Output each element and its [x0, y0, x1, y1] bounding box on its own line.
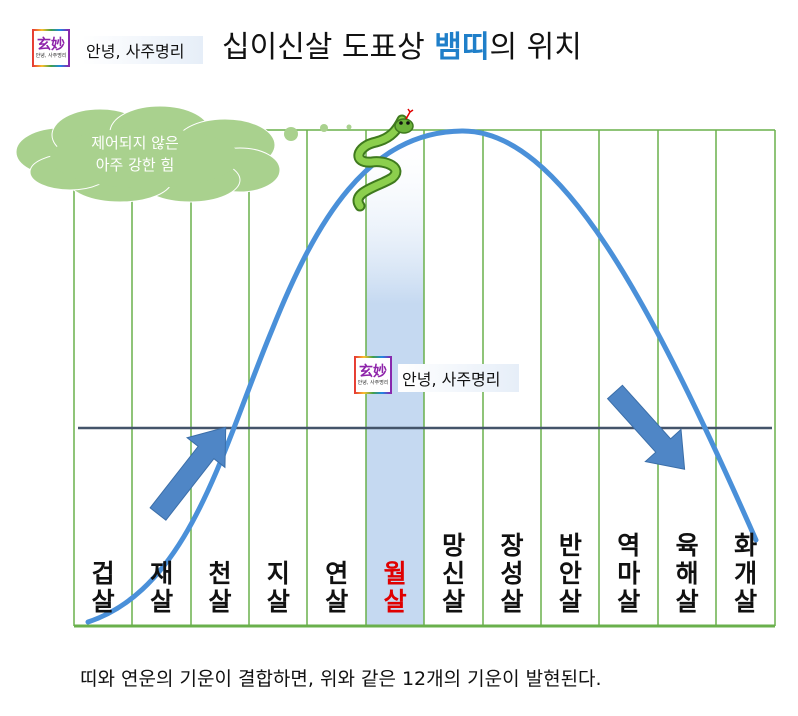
column-label: 재 살	[150, 559, 174, 616]
up-arrow	[149, 426, 227, 521]
brand-logo-sub: 안녕, 사주명리	[35, 53, 67, 59]
watermark-logo-sub: 안녕, 사주명리	[357, 380, 389, 386]
watermark-label: 안녕, 사주명리	[398, 364, 519, 392]
column-label: 지 살	[266, 559, 290, 616]
column-label: 망 신 살	[442, 531, 466, 616]
brand-logo-text: 玄妙	[37, 37, 65, 53]
energy-curve	[85, 128, 759, 625]
page-title: 십이신살 도표상 뱀띠의 위치	[222, 22, 582, 66]
title-prefix: 십이신살 도표상	[222, 30, 435, 65]
column-label: 장 성 살	[500, 531, 524, 616]
column-label: 반 안 살	[558, 531, 582, 616]
watermark-logo-text: 玄妙	[359, 364, 387, 380]
brand-label: 안녕, 사주명리	[82, 36, 203, 64]
title-highlight: 뱀띠	[434, 30, 490, 65]
snake-icon	[352, 108, 414, 212]
column-label: 육 해 살	[675, 531, 699, 616]
column-label: 겁 살	[91, 559, 115, 616]
column-label: 화 개 살	[734, 531, 758, 616]
down-arrow	[606, 384, 686, 470]
column-label: 역 마 살	[617, 531, 641, 616]
caption: 띠와 연운의 기운이 결합하면, 위와 같은 12개의 기운이 발현된다.	[80, 668, 602, 690]
cloud-text: 제어되지 않은 아주 강한 힘	[91, 134, 179, 174]
title-suffix: 의 위치	[489, 30, 582, 65]
column-label: 월 살	[383, 559, 407, 616]
brand-logo: 玄妙 안녕, 사주명리	[32, 29, 70, 67]
column-label: 연 살	[325, 559, 349, 616]
cloud-bubbles	[284, 124, 352, 141]
cloud-shape	[15, 105, 281, 203]
watermark-logo: 玄妙 안녕, 사주명리	[354, 356, 392, 394]
column-label: 천 살	[208, 559, 232, 616]
